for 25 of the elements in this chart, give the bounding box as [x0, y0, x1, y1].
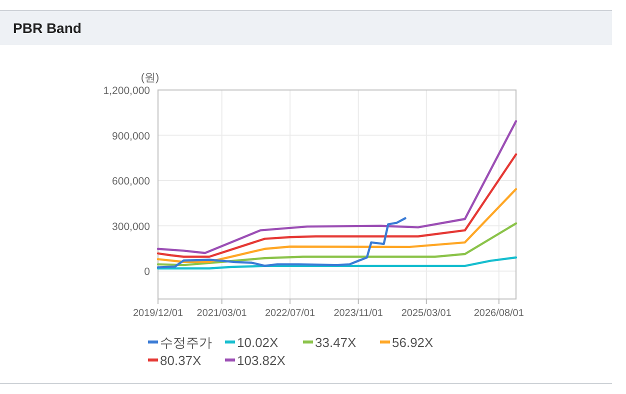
x-tick-label: 2021/03/01: [196, 308, 248, 319]
legend-label: 80.37X: [160, 353, 202, 368]
legend-label: 103.82X: [237, 353, 286, 368]
x-tick-label: 2022/07/01: [264, 308, 316, 319]
line-series: [156, 120, 518, 254]
y-tick-label: 600,000: [112, 176, 150, 188]
x-tick-label: 2026/08/01: [474, 308, 524, 319]
y-tick-label: 300,000: [112, 220, 150, 233]
x-tick-label: 2025/03/01: [401, 308, 452, 319]
line-series: [156, 188, 518, 263]
legend-label: 33.47X: [315, 335, 357, 350]
x-tick-label: 2019/12/01: [132, 308, 184, 319]
legend-label: 10.02X: [237, 335, 279, 350]
legend-label: 56.92X: [392, 335, 434, 350]
legend-label: 수정주가: [160, 335, 212, 350]
x-tick-label: 2023/11/01: [334, 308, 384, 319]
y-axis-title: (원): [140, 72, 160, 84]
line-series: [156, 217, 406, 268]
y-tick-label: 1,200,000: [103, 85, 150, 97]
y-tick-label: 0: [144, 266, 150, 278]
line-series: [156, 256, 518, 270]
y-tick-label: 900,000: [112, 130, 150, 142]
line-series: [156, 153, 518, 258]
line-series: [156, 222, 518, 266]
chart-title: PBR Band: [13, 20, 82, 36]
